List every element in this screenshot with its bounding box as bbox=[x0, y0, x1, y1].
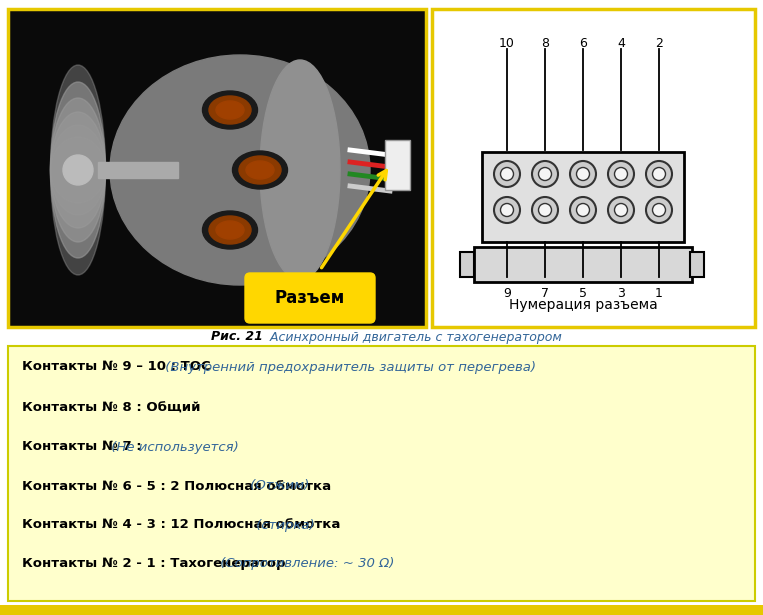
Text: (Отжим): (Отжим) bbox=[246, 480, 309, 493]
Circle shape bbox=[570, 161, 596, 187]
Bar bbox=[8, 9, 426, 327]
Text: Контакты № 2 - 1 : Тахогенератор: Контакты № 2 - 1 : Тахогенератор bbox=[22, 558, 285, 571]
Text: (стирка): (стирка) bbox=[252, 518, 314, 531]
Bar bbox=[690, 252, 704, 277]
Ellipse shape bbox=[202, 211, 257, 249]
Circle shape bbox=[608, 161, 634, 187]
Bar bbox=[0, 605, 763, 615]
Text: (Внутренний предохранитель защиты от перегрева): (Внутренний предохранитель защиты от пер… bbox=[161, 360, 536, 373]
Circle shape bbox=[614, 204, 627, 216]
Circle shape bbox=[646, 161, 672, 187]
Ellipse shape bbox=[246, 161, 274, 179]
Text: 4: 4 bbox=[617, 37, 625, 50]
Circle shape bbox=[501, 167, 513, 180]
Ellipse shape bbox=[50, 125, 105, 215]
Bar bbox=[482, 152, 684, 242]
Circle shape bbox=[577, 204, 590, 216]
Circle shape bbox=[570, 197, 596, 223]
Circle shape bbox=[539, 167, 552, 180]
Text: 6: 6 bbox=[579, 37, 587, 50]
Circle shape bbox=[608, 197, 634, 223]
Text: Контакты № 7 :: Контакты № 7 : bbox=[22, 440, 142, 453]
Ellipse shape bbox=[50, 112, 105, 228]
Text: (Не используется): (Не используется) bbox=[107, 440, 239, 453]
Text: 2: 2 bbox=[655, 37, 663, 50]
Circle shape bbox=[532, 161, 558, 187]
Text: Нумерация разъема: Нумерация разъема bbox=[509, 298, 658, 312]
Ellipse shape bbox=[202, 91, 257, 129]
Ellipse shape bbox=[260, 60, 340, 280]
Ellipse shape bbox=[110, 55, 370, 285]
Circle shape bbox=[652, 167, 665, 180]
Circle shape bbox=[501, 204, 513, 216]
Ellipse shape bbox=[239, 156, 281, 184]
Text: 3: 3 bbox=[617, 287, 625, 300]
Ellipse shape bbox=[233, 151, 288, 189]
Text: Рис. 21: Рис. 21 bbox=[211, 330, 263, 344]
Circle shape bbox=[539, 204, 552, 216]
Ellipse shape bbox=[63, 155, 93, 185]
Circle shape bbox=[577, 167, 590, 180]
Text: Контакты № 4 - 3 : 12 Полюсная обмотка: Контакты № 4 - 3 : 12 Полюсная обмотка bbox=[22, 518, 340, 531]
Circle shape bbox=[614, 167, 627, 180]
Circle shape bbox=[494, 197, 520, 223]
FancyBboxPatch shape bbox=[245, 273, 375, 323]
Text: 10: 10 bbox=[499, 37, 515, 50]
Text: 1: 1 bbox=[655, 287, 663, 300]
Bar bbox=[432, 9, 755, 327]
Ellipse shape bbox=[216, 221, 244, 239]
Bar bbox=[98, 162, 178, 178]
Ellipse shape bbox=[50, 98, 105, 242]
Circle shape bbox=[652, 204, 665, 216]
Text: Контакты № 6 - 5 : 2 Полюсная обмотка: Контакты № 6 - 5 : 2 Полюсная обмотка bbox=[22, 480, 331, 493]
Bar bbox=[460, 252, 474, 277]
Ellipse shape bbox=[209, 216, 251, 244]
Text: Асинхронный двигатель с тахогенератором: Асинхронный двигатель с тахогенератором bbox=[266, 330, 562, 344]
Ellipse shape bbox=[50, 137, 105, 203]
Text: Контакты № 8 : Общий: Контакты № 8 : Общий bbox=[22, 402, 201, 415]
Circle shape bbox=[646, 197, 672, 223]
Text: (Сопротивление: ~ 30 Ω): (Сопротивление: ~ 30 Ω) bbox=[216, 558, 394, 571]
Bar bbox=[8, 346, 755, 601]
Bar bbox=[474, 247, 692, 282]
Ellipse shape bbox=[216, 101, 244, 119]
Ellipse shape bbox=[209, 96, 251, 124]
Text: 7: 7 bbox=[541, 287, 549, 300]
Text: Разъем: Разъем bbox=[275, 289, 345, 307]
Circle shape bbox=[532, 197, 558, 223]
Bar bbox=[385, 140, 410, 190]
Text: 8: 8 bbox=[541, 37, 549, 50]
Text: 5: 5 bbox=[579, 287, 587, 300]
Ellipse shape bbox=[50, 82, 105, 258]
Circle shape bbox=[494, 161, 520, 187]
Text: Контакты № 9 – 10 : ТОС: Контакты № 9 – 10 : ТОС bbox=[22, 360, 211, 373]
Ellipse shape bbox=[50, 65, 105, 275]
Text: 9: 9 bbox=[503, 287, 511, 300]
